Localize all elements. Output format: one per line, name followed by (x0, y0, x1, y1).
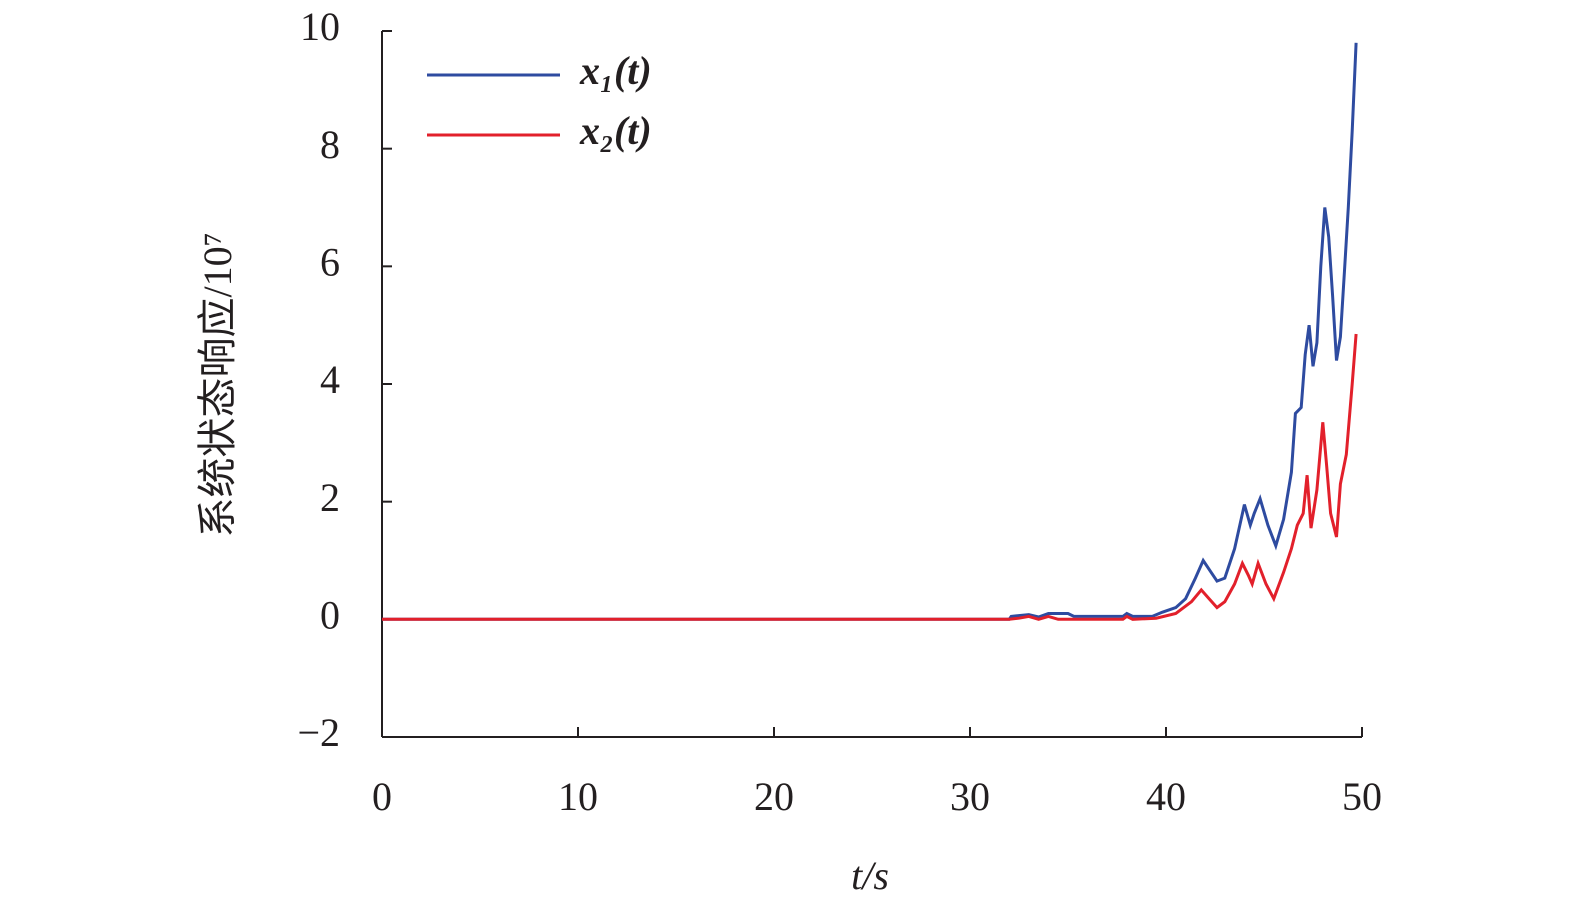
y-tick-label: 10 (300, 4, 340, 49)
y-tick-label: 6 (320, 240, 340, 285)
legend-label: x₂(t) (579, 108, 652, 153)
data-line (382, 42, 1358, 621)
legend-label: x₁(t) (579, 48, 652, 93)
y-tick-label: 4 (320, 357, 340, 402)
y-tick-label: 0 (320, 593, 340, 638)
x-tick-label: 40 (1146, 774, 1186, 819)
x-axis-label: t/s (851, 853, 889, 898)
x-tick-label: 50 (1342, 774, 1382, 819)
x-tick-label: 20 (754, 774, 794, 819)
x-tick-label: 0 (372, 774, 392, 819)
y-tick-label: 2 (320, 475, 340, 520)
y-tick-label: −2 (297, 710, 340, 755)
y-tick-label: 8 (320, 122, 340, 167)
y-axis-label: 系统状态响应/10⁷ (195, 232, 240, 537)
x-tick-label: 30 (950, 774, 990, 819)
data-line (382, 333, 1358, 621)
x-tick-label: 10 (558, 774, 598, 819)
